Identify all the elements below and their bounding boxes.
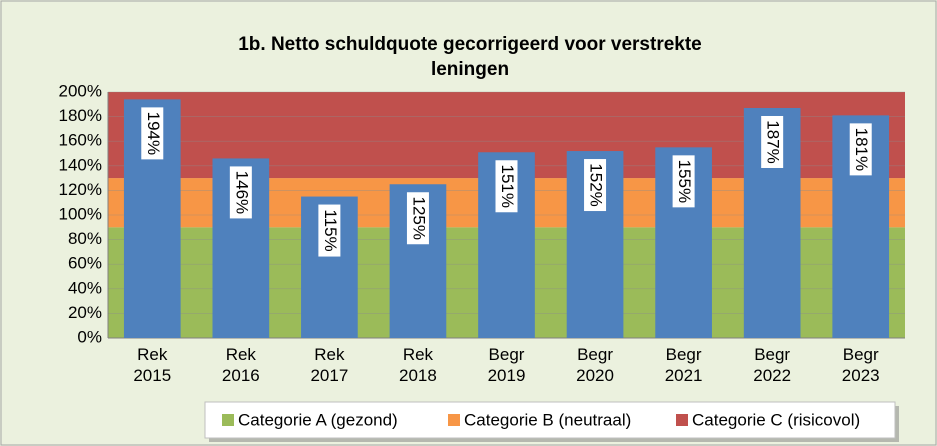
legend-swatch	[448, 414, 460, 426]
x-tick-label: Rek 2015	[133, 345, 172, 385]
data-label: 146%	[232, 171, 251, 214]
data-label: 194%	[144, 112, 163, 155]
legend-box	[204, 401, 896, 439]
data-label-box	[318, 204, 341, 257]
legend-swatch	[676, 414, 688, 426]
data-label: 151%	[498, 165, 517, 208]
data-label: 181%	[852, 128, 871, 171]
y-tick-label: 180%	[59, 106, 102, 125]
data-label: 152%	[587, 163, 606, 206]
data-label-box	[584, 159, 607, 212]
x-tick-label: Rek 2016	[221, 345, 260, 385]
data-label-box	[229, 166, 252, 219]
x-tick-label: Rek 2017	[310, 345, 349, 385]
data-label-box	[495, 160, 518, 213]
data-label: 155%	[675, 160, 694, 203]
y-tick-label: 100%	[59, 204, 102, 223]
y-tick-label: 0%	[77, 327, 102, 346]
y-tick-label: 160%	[59, 131, 102, 150]
y-tick-label: 80%	[68, 229, 102, 248]
data-label-box	[141, 107, 164, 160]
y-tick-label: 140%	[59, 155, 102, 174]
x-tick-label: Begr 2020	[576, 345, 614, 385]
y-tick-label: 200%	[59, 81, 102, 100]
legend-label: Categorie C (risicovol)	[692, 410, 860, 429]
chart-title: 1b. Netto schuldquote gecorrigeerd voor …	[238, 34, 702, 80]
x-tick-label: Rek 2018	[399, 345, 437, 385]
data-label: 125%	[409, 197, 428, 240]
y-tick-label: 40%	[68, 278, 102, 297]
data-label-box	[406, 192, 429, 245]
legend-label: Categorie B (neutraal)	[464, 410, 631, 429]
x-tick-label: Begr 2022	[753, 345, 792, 385]
x-tick-label: Begr 2019	[487, 345, 526, 385]
y-tick-label: 120%	[59, 180, 102, 199]
data-label-box	[672, 155, 695, 208]
x-tick-label: Begr 2023	[841, 345, 880, 385]
x-tick-label: Begr 2021	[664, 345, 703, 385]
data-label: 115%	[321, 209, 340, 251]
y-tick-label: 60%	[68, 254, 102, 273]
data-label-box	[849, 123, 872, 176]
data-label: 187%	[764, 120, 783, 163]
legend-label: Categorie A (gezond)	[238, 410, 398, 429]
y-tick-label: 20%	[68, 303, 102, 322]
data-label-box	[761, 115, 784, 168]
legend-swatch	[222, 414, 234, 426]
